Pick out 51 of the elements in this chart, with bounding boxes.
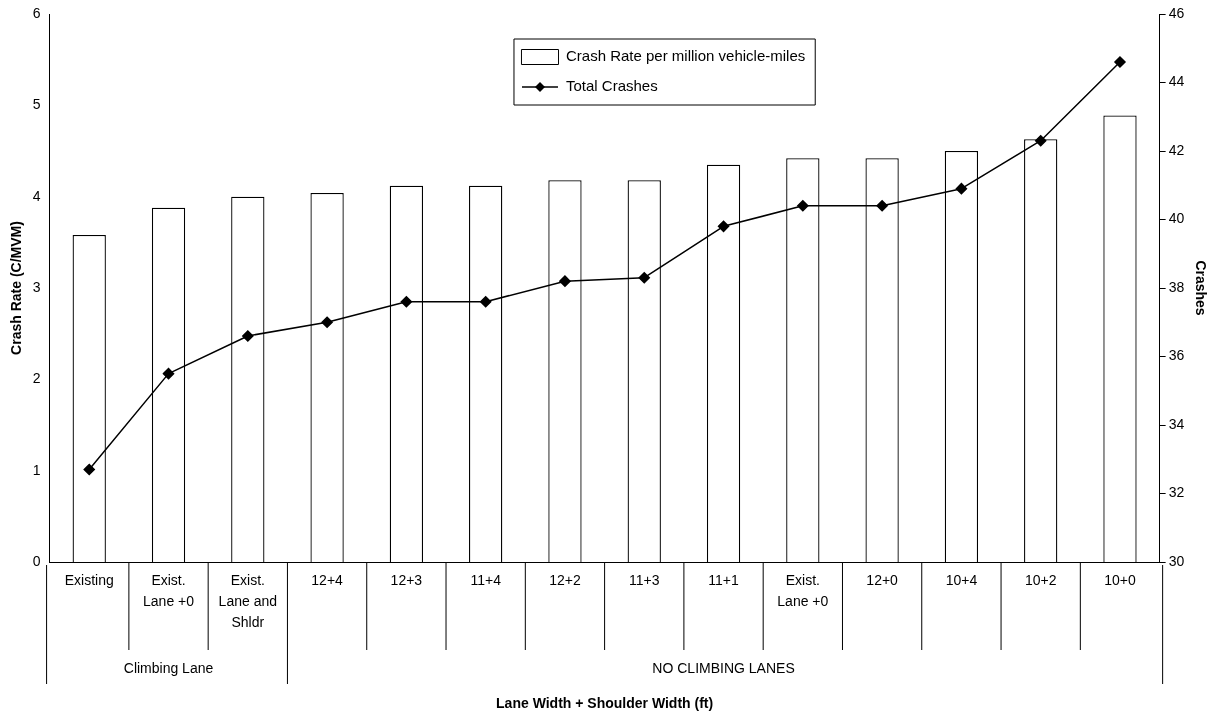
point xyxy=(876,200,888,212)
x-axis-title: Lane Width + Shoulder Width (ft) xyxy=(496,694,714,711)
point xyxy=(479,295,492,308)
x-tick-label: 10+0 xyxy=(1104,571,1136,588)
x-tick-label: 10+2 xyxy=(1024,571,1057,588)
y2-tick-label: 30 xyxy=(1168,552,1185,569)
x-tick-label: 10+4 xyxy=(945,571,978,588)
y-tick-label: 6 xyxy=(32,4,41,21)
y2-tick-label: 46 xyxy=(1168,4,1185,21)
x-tick-label: 11+4 xyxy=(470,571,502,588)
y-tick-label: 1 xyxy=(32,461,41,478)
y-tick-label: 2 xyxy=(32,370,41,387)
x-tick-label: 11+3 xyxy=(629,571,660,588)
x-tick-label: 12+3 xyxy=(390,571,423,588)
y2-tick-label: 42 xyxy=(1168,141,1185,158)
point xyxy=(717,220,730,233)
point xyxy=(559,275,571,287)
y2-tick-label: 38 xyxy=(1168,278,1185,295)
y2-tick-label: 34 xyxy=(1168,415,1185,432)
x-tick-label: Exist. Lane +0 xyxy=(777,571,829,609)
point xyxy=(1034,134,1047,147)
y2-axis-title: Crashes xyxy=(1192,260,1209,316)
point xyxy=(955,182,968,195)
x-tick-label: 12+0 xyxy=(866,571,899,588)
y2-tick-label: 36 xyxy=(1168,347,1185,364)
text: NO CLIMBING LANES xyxy=(652,659,795,676)
text: Climbing Lane xyxy=(123,659,214,676)
y-tick-label: 3 xyxy=(32,278,41,295)
y-tick-label: 4 xyxy=(32,187,41,204)
point xyxy=(321,316,333,328)
y2-tick-label: 40 xyxy=(1168,210,1185,227)
point xyxy=(638,271,650,284)
x-tick-label: Exist. Lane and Shldr xyxy=(218,571,278,630)
point xyxy=(242,330,254,342)
y2-tick-label: 32 xyxy=(1168,484,1185,501)
y-axis-title: Crash Rate (C/MVM) xyxy=(8,221,25,355)
x-tick-label: 12+2 xyxy=(549,571,581,588)
point xyxy=(83,463,95,476)
point xyxy=(1114,56,1126,68)
legend-label: Crash Rate per million vehicle-miles xyxy=(565,47,806,65)
point xyxy=(797,200,809,212)
x-tick-label: 11+1 xyxy=(708,571,739,588)
point xyxy=(400,295,413,308)
legend-label: Total Crashes xyxy=(565,77,658,95)
y2-tick-label: 44 xyxy=(1168,73,1185,90)
x-tick-label: Existing xyxy=(64,571,114,588)
point xyxy=(162,367,175,380)
x-tick-label: 12+4 xyxy=(311,571,344,588)
y-tick-label: 0 xyxy=(32,552,41,569)
y-tick-label: 5 xyxy=(32,96,41,113)
x-tick-label: Exist. Lane +0 xyxy=(143,571,195,609)
